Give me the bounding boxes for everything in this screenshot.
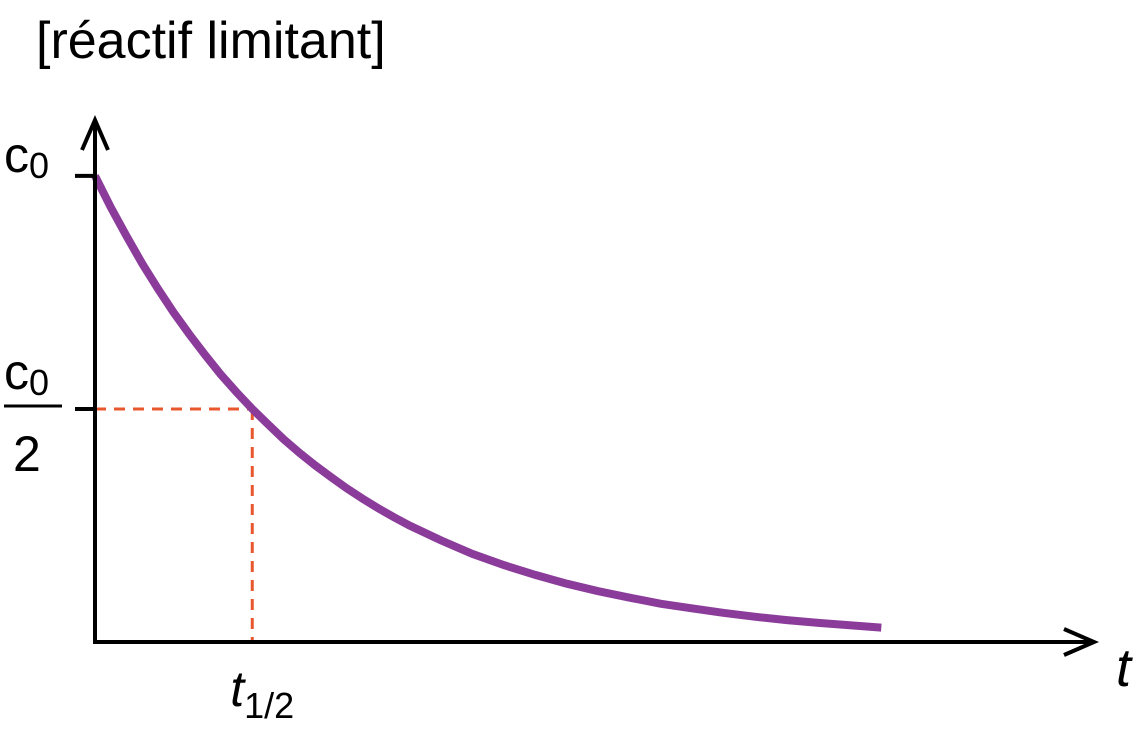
y-axis-arrowhead [80,114,110,151]
x-tick-label-half-life-base: t [230,661,246,717]
y-tick-label-c0-base: c [4,127,29,183]
y-tick-label-numerator-subscript: 0 [29,362,49,403]
x-tick-label-half-life-subscript: 1/2 [244,685,294,726]
chart-title: [réactif limitant] [36,12,386,70]
y-tick-label-numerator-base: c [4,344,29,400]
y-tick-label-c0-subscript: 0 [29,145,49,186]
x-tick-label-half-life: t1/2 [230,661,294,726]
y-tick-label-c0-half-denominator: 2 [13,426,41,482]
y-tick-label-c0-half-numerator: c0 [4,344,49,403]
x-axis-label: t [1116,638,1133,698]
series-line-decay [91,174,882,632]
x-axis-arrowhead [1063,627,1100,657]
y-tick-label-c0: c0 [4,127,49,186]
